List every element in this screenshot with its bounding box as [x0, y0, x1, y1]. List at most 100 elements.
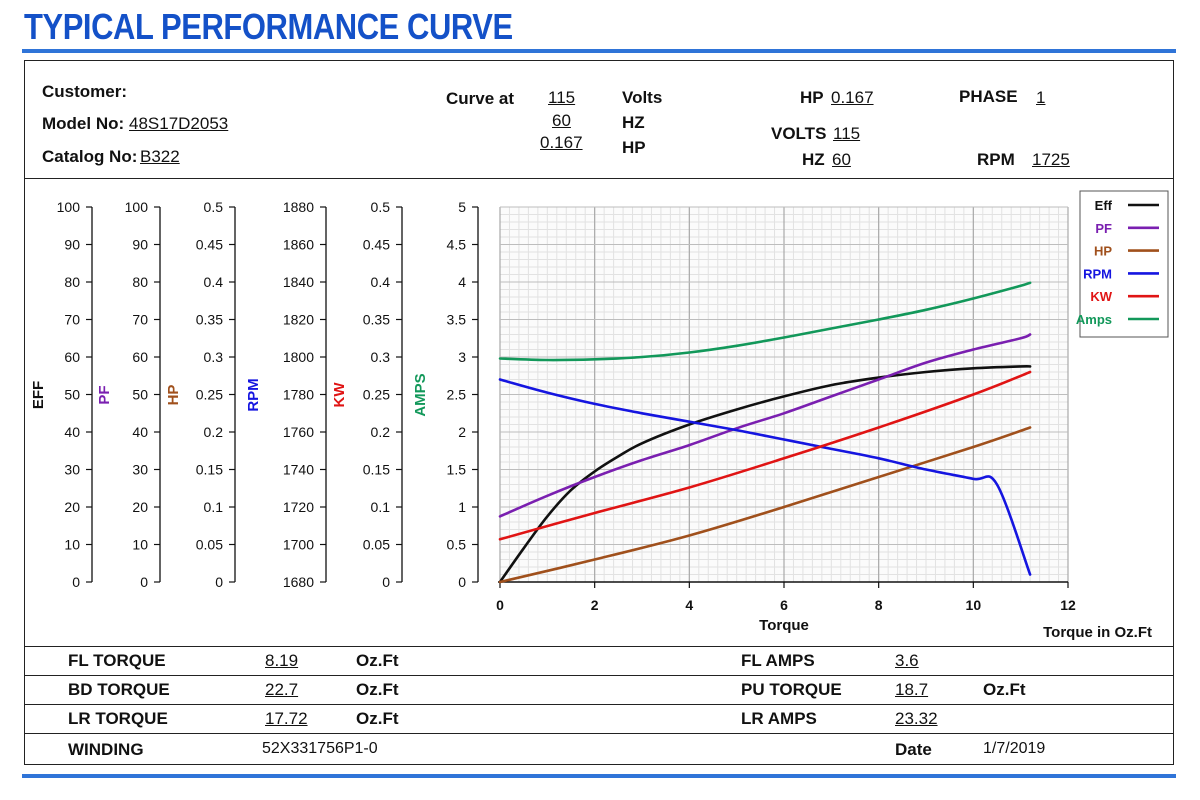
y-tick-label: 1880	[283, 199, 314, 215]
fl-torque-value: 8.19	[265, 651, 299, 670]
x-tick-label: 10	[966, 597, 982, 613]
legend-box	[1079, 190, 1169, 338]
y-tick-label: 1680	[283, 574, 314, 590]
y-tick-label: 1760	[283, 424, 314, 440]
y-tick-label: 60	[64, 349, 80, 365]
y-tick-label: 20	[132, 499, 148, 515]
y-tick-label: 1860	[283, 237, 314, 253]
curve-at-label: Curve at	[446, 89, 515, 108]
y-tick-label: 0	[382, 574, 390, 590]
fl-torque-label: FL TORQUE	[68, 651, 166, 670]
x-tick-label: 12	[1060, 597, 1076, 613]
y-tick-label: 70	[132, 312, 148, 328]
y-tick-label: 90	[132, 237, 148, 253]
winding-value: 52X331756P1-0	[262, 740, 378, 757]
series-line-eff	[498, 364, 1032, 584]
y-tick-label: 1.5	[447, 462, 467, 478]
hp-unit: HP	[622, 138, 646, 157]
y-tick-label: 0.05	[196, 537, 223, 553]
y-tick-label: 1780	[283, 387, 314, 403]
y-tick-label: 50	[132, 387, 148, 403]
bd-torque-unit: Oz.Ft	[356, 680, 399, 699]
pu-torque-label: PU TORQUE	[741, 680, 842, 699]
y-axis-label-pf: PF	[96, 385, 113, 404]
footer-row-divider-2	[24, 704, 1174, 705]
y-tick-label: 4.5	[447, 237, 467, 253]
y-tick-label: 30	[64, 462, 80, 478]
y-tick-label: 0.25	[196, 387, 223, 403]
y-tick-label: 3	[458, 349, 466, 365]
lr-amps-value: 23.32	[895, 709, 938, 728]
footer-row-divider-1	[24, 675, 1174, 676]
y-tick-label: 0.35	[363, 312, 390, 328]
x-tick-label: 6	[780, 597, 788, 613]
page-title: TYPICAL PERFORMANCE CURVE	[24, 6, 513, 47]
y-tick-label: 4	[458, 274, 466, 290]
y-tick-label: 20	[64, 499, 80, 515]
y-axis-label-eff: EFF	[30, 381, 47, 409]
rpm-value: 1725	[1032, 150, 1070, 169]
x-axis-label-secondary: Torque in Oz.Ft	[1043, 624, 1152, 641]
y-tick-label: 70	[64, 312, 80, 328]
lr-amps-label: LR AMPS	[741, 709, 817, 728]
y-tick-label: 0	[72, 574, 80, 590]
y-tick-label: 0.45	[363, 237, 390, 253]
lr-torque-value: 17.72	[265, 709, 308, 728]
legend-label-rpm: RPM	[1083, 266, 1112, 281]
volts-label: VOLTS	[771, 124, 827, 143]
y-tick-label: 0.15	[363, 462, 390, 478]
y-tick-label: 10	[132, 537, 148, 553]
model-label: Model No:	[42, 114, 125, 133]
title-rule	[22, 49, 1176, 53]
y-axis-label-amps: AMPS	[412, 373, 429, 416]
y-tick-label: 0.5	[447, 537, 467, 553]
legend-label-amps: Amps	[1076, 312, 1112, 327]
curve-at-hp: 0.167	[540, 133, 583, 152]
y-tick-label: 0.15	[196, 462, 223, 478]
y-tick-label: 1800	[283, 349, 314, 365]
y-tick-label: 80	[64, 274, 80, 290]
phase-value: 1	[1036, 88, 1046, 107]
y-tick-label: 30	[132, 462, 148, 478]
y-axis-label-rpm: RPM	[245, 378, 262, 411]
footer-row-divider-3	[24, 733, 1174, 734]
hp-label: HP	[800, 88, 824, 107]
y-tick-label: 0.35	[196, 312, 223, 328]
y-tick-label: 1	[458, 499, 466, 515]
x-tick-label: 8	[875, 597, 883, 613]
fl-amps-label: FL AMPS	[741, 651, 815, 670]
y-tick-label: 1740	[283, 462, 314, 478]
y-tick-label: 10	[64, 537, 80, 553]
y-tick-label: 60	[132, 349, 148, 365]
lr-torque-unit: Oz.Ft	[356, 709, 399, 728]
y-tick-label: 0	[215, 574, 223, 590]
y-tick-label: 0.3	[204, 349, 224, 365]
y-tick-label: 1700	[283, 537, 314, 553]
y-tick-label: 0.4	[204, 274, 224, 290]
catalog-value: B322	[140, 147, 180, 166]
phase-label: PHASE	[959, 87, 1018, 106]
y-tick-label: 40	[132, 424, 148, 440]
y-tick-label: 0.1	[371, 499, 391, 515]
series-line-kw	[498, 370, 1032, 541]
y-tick-label: 80	[132, 274, 148, 290]
hz-value: 60	[832, 150, 851, 169]
y-tick-label: 0.25	[363, 387, 390, 403]
date-value: 1/7/2019	[983, 740, 1046, 757]
x-tick-label: 2	[591, 597, 599, 613]
fl-torque-unit: Oz.Ft	[356, 651, 399, 670]
y-tick-label: 0	[458, 574, 466, 590]
y-tick-label: 100	[57, 199, 81, 215]
series-line-rpm	[498, 378, 1032, 576]
y-tick-label: 0.5	[371, 199, 391, 215]
y-axis-label-kw: KW	[331, 382, 348, 408]
y-tick-label: 0.5	[204, 199, 224, 215]
y-tick-label: 0.05	[363, 537, 390, 553]
y-tick-label: 50	[64, 387, 80, 403]
y-axis-label-hp: HP	[165, 385, 182, 406]
y-tick-label: 0.2	[204, 424, 224, 440]
series-line-hp	[498, 426, 1032, 584]
chart-divider	[24, 646, 1174, 647]
curve-at-hz: 60	[552, 111, 571, 130]
sheet-frame	[24, 60, 1174, 765]
